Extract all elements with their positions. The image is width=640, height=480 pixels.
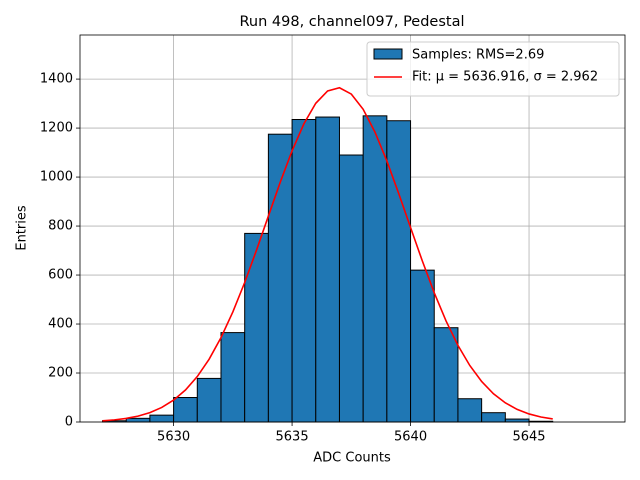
y-tick-label: 1000 (40, 170, 73, 185)
bar (457, 398, 483, 423)
x-axis-label: ADC Counts (313, 451, 391, 466)
bar (173, 397, 198, 423)
plot-frame (79, 34, 626, 423)
bar (267, 133, 293, 423)
legend-patch (373, 48, 403, 60)
bar (386, 120, 412, 423)
x-tick-label: 5630 (157, 430, 190, 445)
y-tick-label: 400 (48, 317, 73, 332)
x-tick-label: 5635 (276, 430, 309, 445)
legend-box (366, 41, 620, 97)
fit-line (102, 86, 553, 422)
bar (315, 116, 340, 423)
y-axis-label: Entries (15, 205, 30, 251)
bar (433, 327, 459, 423)
bar (125, 417, 151, 423)
x-tick-label: 5645 (512, 430, 545, 445)
bar (244, 232, 269, 423)
bar (338, 154, 364, 423)
y-tick-label: 1200 (40, 121, 73, 136)
x-tick-label: 5640 (394, 430, 427, 445)
bar (481, 412, 506, 423)
bar (362, 115, 388, 423)
bar (410, 269, 435, 423)
legend-label: Fit: μ = 5636.916, σ = 2.962 (412, 70, 598, 85)
bar (504, 418, 530, 423)
y-tick-label: 600 (48, 268, 73, 283)
bar (196, 377, 222, 423)
bar (291, 119, 317, 423)
y-tick-label: 800 (48, 219, 73, 234)
legend-label: Samples: RMS=2.69 (412, 48, 544, 63)
bar (149, 414, 175, 423)
chart-title: Run 498, channel097, Pedestal (239, 14, 464, 30)
y-tick-label: 1400 (40, 72, 73, 87)
y-tick-label: 200 (48, 366, 73, 381)
bar (220, 332, 246, 423)
y-tick-label: 0 (65, 415, 73, 430)
